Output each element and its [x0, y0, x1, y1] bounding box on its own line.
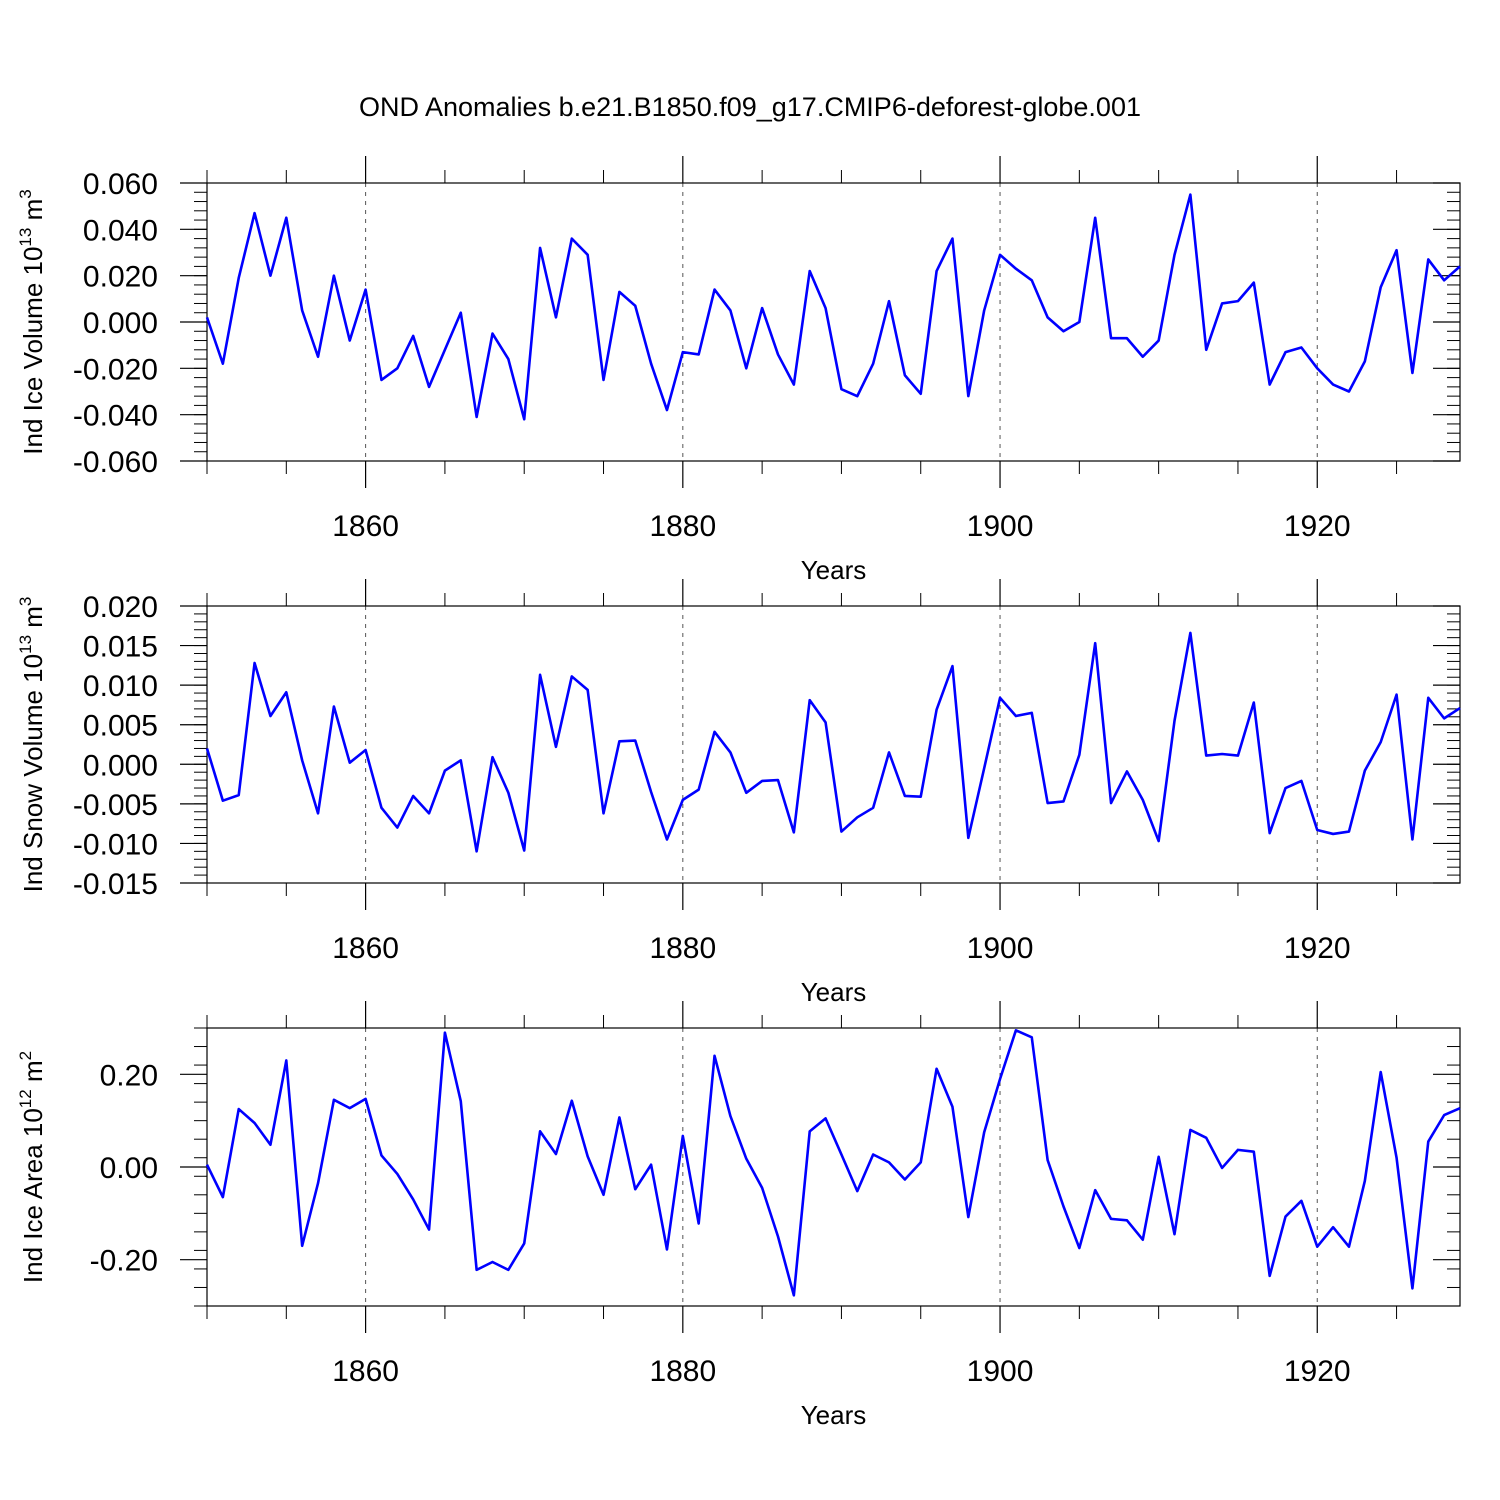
- panel-2: 1860 1880 1900 1920 Years 0.020 0.015 0.010 0.00…: [16, 579, 1461, 1007]
- x-tick-label: 1900: [967, 510, 1034, 543]
- y-tick-label: -0.015: [73, 868, 158, 901]
- y-tick-label: -0.005: [73, 789, 158, 822]
- figure-title: OND Anomalies b.e21.B1850.f09_g17.CMIP6-…: [359, 92, 1141, 122]
- plot-frame: [206, 605, 1461, 884]
- y-tick-label: -0.040: [73, 400, 158, 433]
- y-tick-label: 0.015: [83, 631, 158, 664]
- y-tick-label: -0.010: [73, 828, 158, 861]
- x-axis-label: Years: [801, 977, 867, 1007]
- panel-3: 1860 1880 1900 1920 Years 0.20 0.00 -0.20 Ind Ic…: [16, 1001, 1461, 1430]
- y-tick-label: -0.20: [90, 1245, 158, 1278]
- series-line: [205, 631, 1461, 853]
- y-tick-label: -0.060: [73, 446, 158, 479]
- x-tick-label: 1900: [967, 932, 1034, 965]
- panel-1: 1860 1880 1900 1920 Years 0.060 0.040 0.020 0.00…: [16, 156, 1461, 585]
- plot-frame: [206, 182, 1461, 462]
- y-tick-label: -0.020: [73, 353, 158, 386]
- series-line: [205, 193, 1461, 421]
- x-tick-label: 1920: [1284, 932, 1351, 965]
- y-axis-label: Ind Snow Volume 1013 m3: [16, 597, 48, 893]
- y-tick-label: 0.010: [83, 670, 158, 703]
- x-axis-label: Years: [801, 1400, 867, 1430]
- y-axis-label: Ind Ice Area 1012 m2: [16, 1051, 48, 1283]
- x-tick-label: 1860: [332, 932, 399, 965]
- y-tick-label: 0.000: [83, 749, 158, 782]
- x-tick-label: 1900: [967, 1355, 1034, 1388]
- x-tick-label: 1860: [332, 510, 399, 543]
- y-tick-label: 0.20: [100, 1059, 158, 1092]
- y-tick-label: 0.040: [83, 214, 158, 247]
- y-tick-label: 0.000: [83, 307, 158, 340]
- x-axis-label: Years: [801, 555, 867, 585]
- y-axis-label: Ind Ice Volume 1013 m3: [16, 189, 48, 454]
- x-tick-label: 1880: [649, 932, 716, 965]
- x-tick-label: 1920: [1284, 1355, 1351, 1388]
- y-tick-label: 0.020: [83, 591, 158, 624]
- y-tick-label: 0.020: [83, 261, 158, 294]
- x-tick-label: 1880: [649, 1355, 716, 1388]
- x-tick-label: 1860: [332, 1355, 399, 1388]
- x-tick-label: 1880: [649, 510, 716, 543]
- y-tick-label: 0.005: [83, 710, 158, 743]
- y-tick-label: 0.00: [100, 1152, 158, 1185]
- series-line: [205, 1029, 1461, 1297]
- y-tick-label: 0.060: [83, 168, 158, 201]
- x-tick-label: 1920: [1284, 510, 1351, 543]
